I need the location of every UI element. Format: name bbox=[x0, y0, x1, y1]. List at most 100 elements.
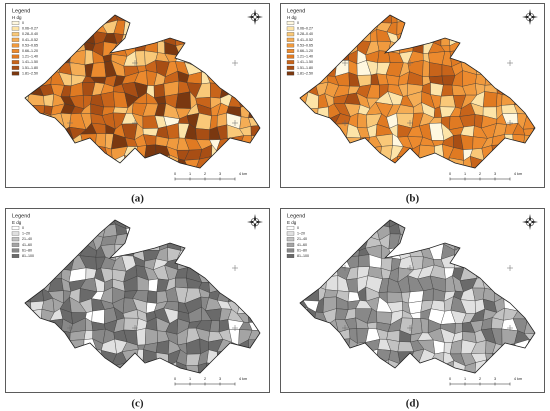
scale-label: 0 bbox=[174, 172, 176, 176]
parcel bbox=[84, 49, 94, 66]
grid-cross bbox=[232, 325, 238, 331]
panel-label: (c) bbox=[131, 398, 144, 410]
parcel bbox=[175, 277, 189, 289]
parcel bbox=[146, 290, 158, 304]
grid-cross bbox=[67, 120, 73, 126]
legend-label: 61–80 bbox=[22, 248, 32, 252]
north-arrow bbox=[247, 9, 263, 25]
grid-cross bbox=[507, 60, 513, 66]
grid-cross bbox=[342, 60, 348, 66]
scale-label: 1 bbox=[189, 377, 191, 381]
scale-label: 2 bbox=[479, 377, 481, 381]
legend-swatch bbox=[286, 71, 295, 76]
grid-cross bbox=[132, 265, 138, 271]
parcel bbox=[407, 300, 423, 315]
legend-swatch bbox=[11, 32, 20, 37]
parcel bbox=[148, 278, 159, 292]
legend-label: 0 bbox=[297, 226, 299, 230]
parcel bbox=[175, 91, 191, 109]
legend-swatch bbox=[11, 54, 20, 59]
legend-title: Legend bbox=[12, 213, 30, 219]
legend-label: 0.66–1.20 bbox=[297, 49, 313, 53]
grid-cross bbox=[132, 120, 138, 126]
scale-label: 3 bbox=[219, 377, 221, 381]
legend-label: 1.21–1.40 bbox=[297, 55, 313, 59]
parcel bbox=[422, 60, 430, 78]
north-arrow bbox=[247, 214, 263, 230]
legend-swatch bbox=[286, 26, 295, 31]
land-outline bbox=[24, 14, 261, 169]
legend-swatch bbox=[11, 43, 20, 48]
parcel bbox=[432, 339, 445, 355]
legend-swatch bbox=[11, 37, 20, 42]
legend-label: 1.81–2.50 bbox=[22, 71, 38, 75]
legend-label: 1–20 bbox=[297, 232, 305, 236]
legend-swatch bbox=[286, 32, 295, 37]
legend-swatch bbox=[286, 226, 295, 230]
land-outline bbox=[24, 219, 261, 374]
panel-label: (a) bbox=[131, 193, 144, 205]
parcel bbox=[357, 254, 370, 268]
legend-swatch bbox=[11, 231, 20, 236]
legend-swatch bbox=[11, 226, 20, 230]
legend-swatch bbox=[286, 54, 295, 59]
parcel bbox=[357, 74, 372, 87]
scale-label: 3 bbox=[219, 172, 221, 176]
legend-title: Legend bbox=[12, 8, 30, 14]
legend-swatch bbox=[11, 248, 20, 253]
north-arrow bbox=[522, 9, 538, 25]
parcel bbox=[163, 80, 180, 97]
scale-label: 4 km bbox=[514, 377, 522, 381]
legend-swatch bbox=[286, 242, 295, 247]
legend-swatch bbox=[286, 43, 295, 48]
legend-label: 0 bbox=[22, 21, 24, 25]
legend-swatch bbox=[11, 60, 20, 65]
grid-cross bbox=[342, 120, 348, 126]
parcel bbox=[136, 328, 147, 346]
legend-swatch bbox=[11, 26, 20, 31]
grid-cross bbox=[507, 265, 513, 271]
legend-swatch bbox=[286, 231, 295, 236]
legend-label: 0.41–0.52 bbox=[22, 38, 38, 42]
legend-label: 0.28–0.40 bbox=[22, 32, 38, 36]
legend-swatch bbox=[11, 254, 20, 258]
parcel bbox=[69, 62, 87, 77]
legend-label: 0.53–0.65 bbox=[22, 43, 38, 47]
legend-swatch bbox=[11, 242, 20, 247]
legend-label: 1.51–1.80 bbox=[297, 66, 313, 70]
legend-label: 1.51–1.80 bbox=[22, 66, 38, 70]
grid-cross bbox=[67, 265, 73, 271]
grid-cross bbox=[132, 325, 138, 331]
parcel bbox=[153, 83, 166, 98]
legend-label: 0.06–0.27 bbox=[22, 27, 38, 31]
legend-swatch bbox=[286, 65, 295, 70]
grid-cross bbox=[407, 265, 413, 271]
legend-swatch bbox=[11, 65, 20, 70]
legend-label: 0.06–0.27 bbox=[297, 27, 313, 31]
legend-label: 41–60 bbox=[297, 243, 307, 247]
scale-label: 0 bbox=[449, 377, 451, 381]
legend-subtitle: H dg bbox=[287, 15, 297, 20]
parcel bbox=[483, 91, 498, 108]
grid-cross bbox=[67, 325, 73, 331]
legend-swatch bbox=[286, 60, 295, 65]
legend-label: 1.21–1.40 bbox=[22, 55, 38, 59]
legend-label: 1–20 bbox=[22, 232, 30, 236]
legend-subtitle: H dg bbox=[12, 15, 22, 20]
legend-label: 0.53–0.65 bbox=[297, 43, 313, 47]
land-outline bbox=[299, 219, 536, 374]
legend-swatch bbox=[286, 248, 295, 253]
parcel bbox=[156, 340, 170, 355]
legend-swatch bbox=[286, 37, 295, 42]
land-outline bbox=[299, 14, 536, 169]
legend-label: 0.41–0.52 bbox=[297, 38, 313, 42]
parcel bbox=[209, 320, 220, 333]
legend-subtitle: E dg bbox=[287, 220, 297, 225]
legend-title: Legend bbox=[287, 8, 305, 14]
parcel bbox=[83, 330, 93, 340]
parcel bbox=[90, 62, 107, 78]
legend-label: 41–60 bbox=[22, 243, 32, 247]
scale-label: 0 bbox=[449, 172, 451, 176]
grid-cross bbox=[132, 60, 138, 66]
